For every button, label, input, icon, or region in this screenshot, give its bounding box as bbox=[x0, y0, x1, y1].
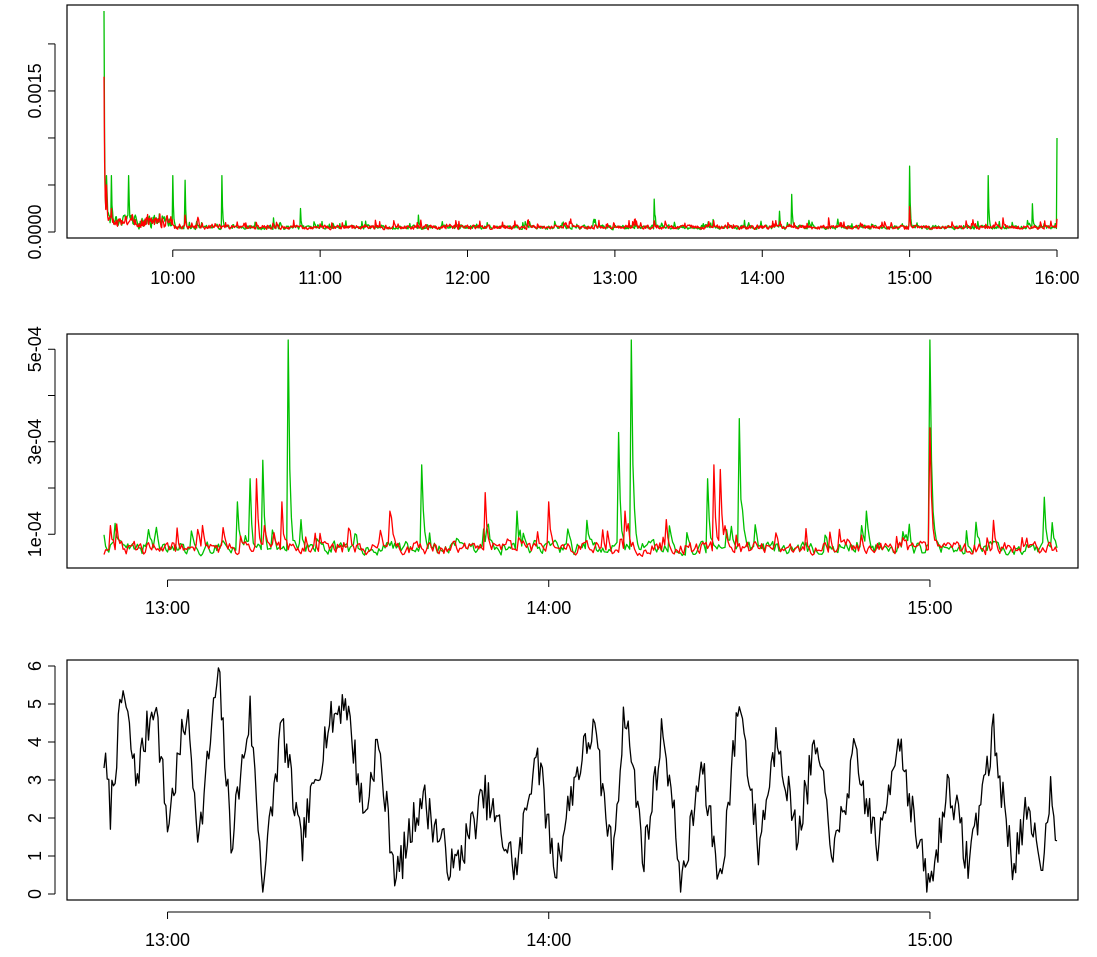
plot-box bbox=[66, 333, 1079, 569]
series-line-1 bbox=[103, 427, 1058, 557]
x-tick-label: 15:00 bbox=[887, 268, 932, 288]
x-axis: 10:00 11:00 12:00 13:00 14:00 15:00 16:00 bbox=[150, 249, 1080, 288]
series-layer bbox=[103, 339, 1058, 557]
y-tick-label: 3 bbox=[25, 775, 45, 785]
plot-box bbox=[66, 4, 1079, 239]
y-tick-label: 5e-04 bbox=[25, 326, 45, 372]
y-axis: 1e-04 3e-04 5e-04 bbox=[25, 326, 56, 557]
x-tick-label: 14:00 bbox=[526, 930, 571, 950]
x-tick-label: 14:00 bbox=[740, 268, 785, 288]
y-axis: 0.0000 0.0015 bbox=[25, 43, 56, 260]
series-line-1 bbox=[103, 76, 1058, 231]
y-tick-label: 6 bbox=[25, 661, 45, 671]
series-layer bbox=[103, 667, 1058, 893]
x-tick-label: 15:00 bbox=[907, 930, 952, 950]
x-tick-label: 10:00 bbox=[150, 268, 195, 288]
panel-bottom: 13:00 14:00 15:00 0 1 2 3 4 5 6 bbox=[25, 659, 1079, 950]
x-axis: 13:00 14:00 15:00 bbox=[145, 911, 952, 950]
series-line-0 bbox=[103, 339, 1058, 557]
x-tick-label: 16:00 bbox=[1034, 268, 1079, 288]
series-layer bbox=[103, 10, 1058, 231]
x-axis: 13:00 14:00 15:00 bbox=[145, 579, 952, 618]
y-axis: 0 1 2 3 4 5 6 bbox=[25, 661, 56, 899]
y-tick-label: 4 bbox=[25, 737, 45, 747]
x-tick-label: 15:00 bbox=[907, 598, 952, 618]
y-tick-label: 1e-04 bbox=[25, 511, 45, 557]
series-line-0 bbox=[103, 10, 1058, 231]
panel-top: 10:00 11:00 12:00 13:00 14:00 15:00 16:00 0.00… bbox=[25, 4, 1080, 288]
y-tick-label: 3e-04 bbox=[25, 419, 45, 465]
y-tick-label: 1 bbox=[25, 851, 45, 861]
plot-box bbox=[66, 659, 1079, 901]
y-tick-label: 5 bbox=[25, 699, 45, 709]
y-tick-label: 2 bbox=[25, 813, 45, 823]
x-tick-label: 11:00 bbox=[298, 268, 342, 288]
y-tick-label: 0.0000 bbox=[25, 204, 45, 259]
panel-middle: 13:00 14:00 15:00 1e-04 3e-04 5e-04 bbox=[25, 326, 1079, 618]
x-tick-label: 13:00 bbox=[592, 268, 637, 288]
x-tick-label: 12:00 bbox=[445, 268, 490, 288]
y-tick-label: 0.0015 bbox=[25, 63, 45, 118]
y-tick-label: 0 bbox=[25, 889, 45, 899]
x-tick-label: 14:00 bbox=[526, 598, 571, 618]
x-tick-label: 13:00 bbox=[145, 930, 190, 950]
series-line-0 bbox=[103, 667, 1058, 893]
x-tick-label: 13:00 bbox=[145, 598, 190, 618]
